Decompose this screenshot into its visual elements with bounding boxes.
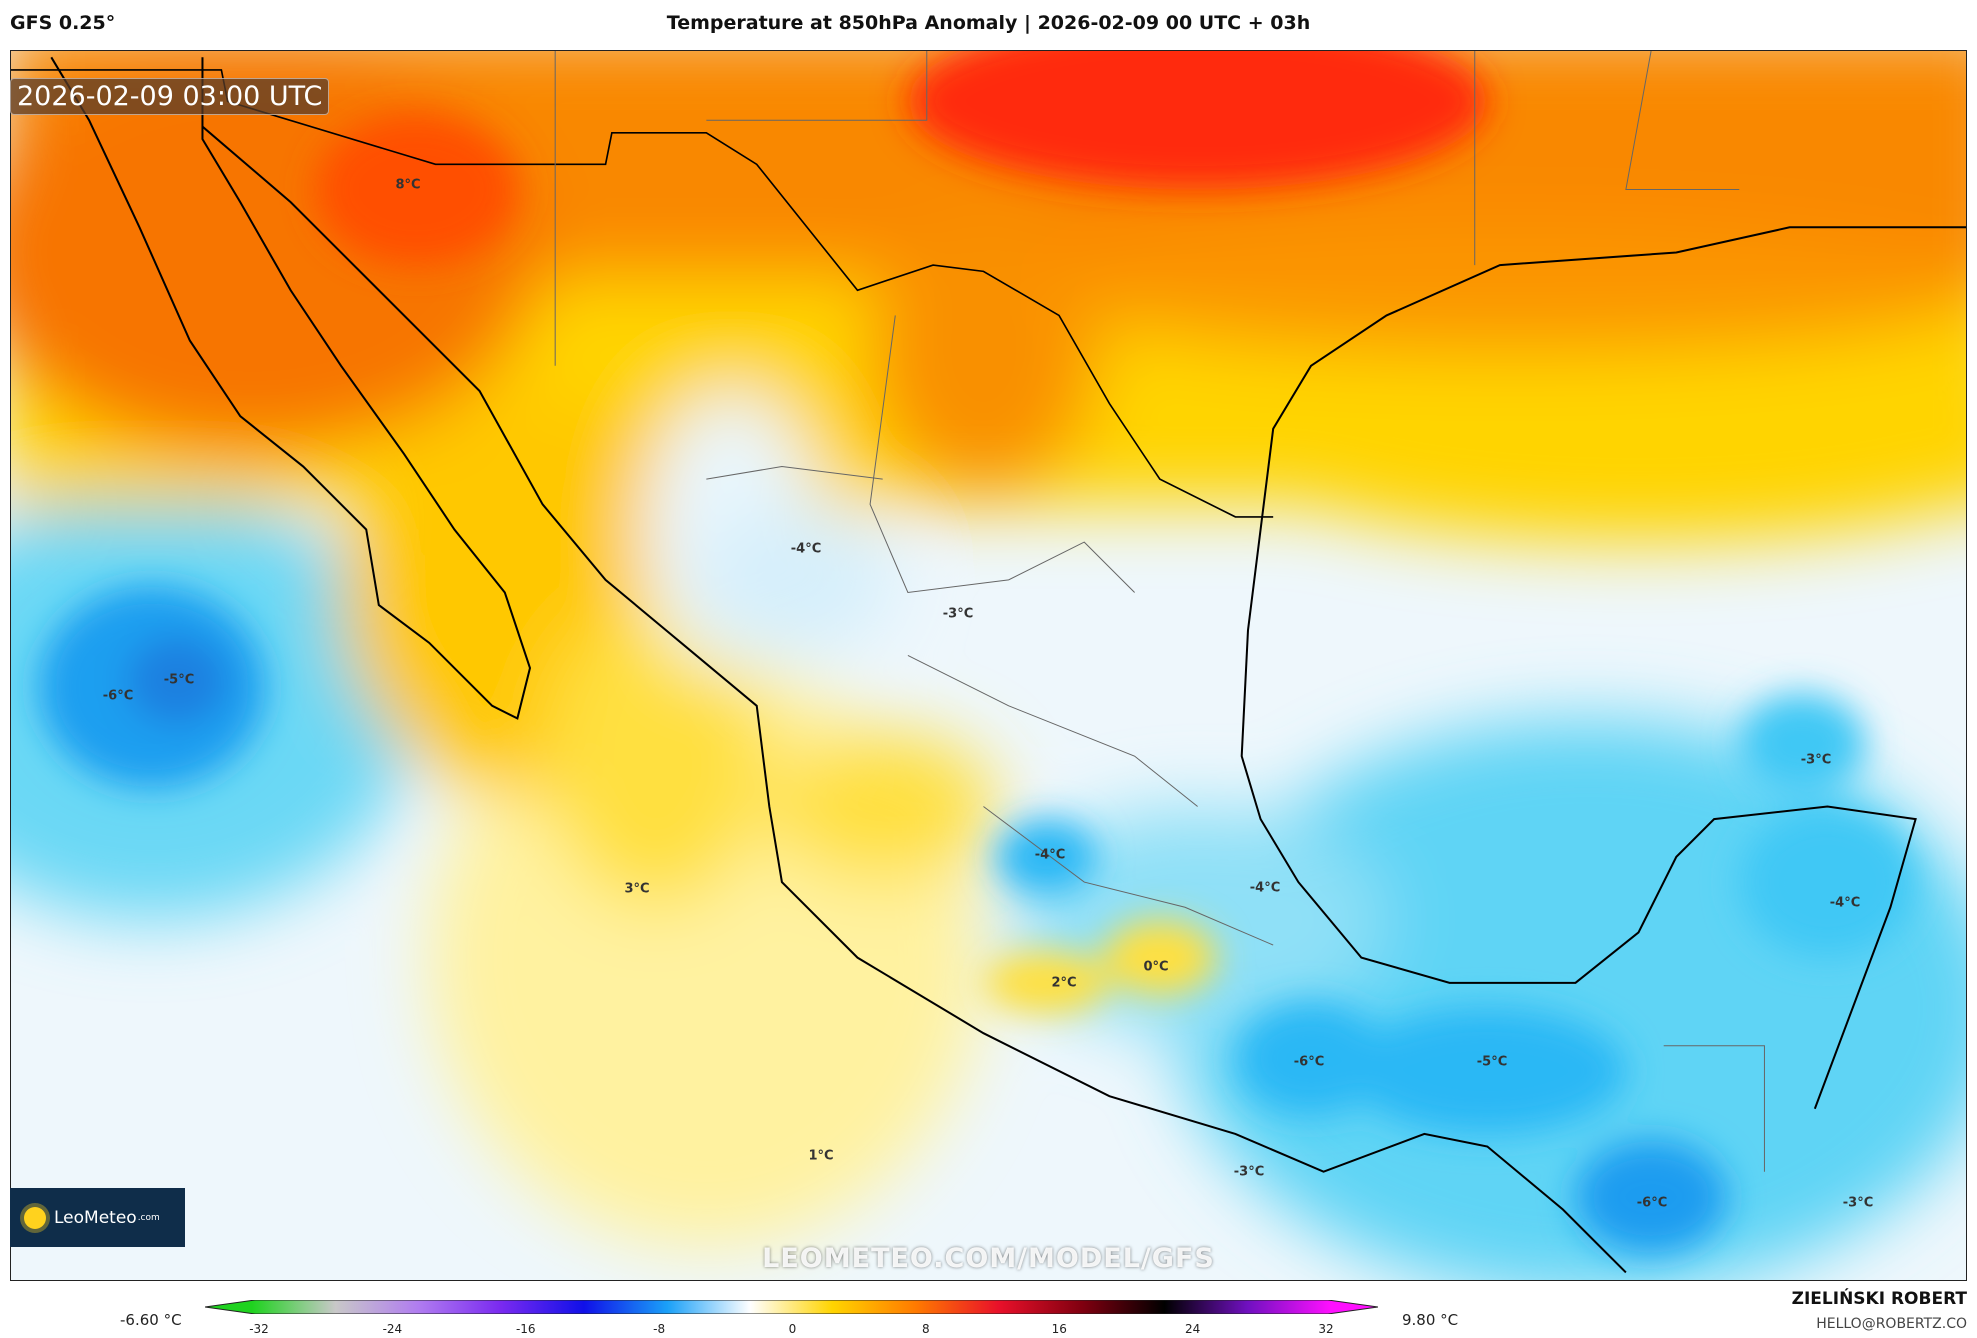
- author-email[interactable]: HELLO@ROBERTZ.CO: [1816, 1316, 1967, 1332]
- contour-label: -3°C: [1842, 1195, 1874, 1211]
- coastlines: [11, 56, 1966, 1274]
- legend-tick-label: -24: [382, 1322, 403, 1336]
- contour-label: 2°C: [1051, 975, 1077, 991]
- legend-tick-label: 0: [788, 1322, 797, 1336]
- model-name: GFS 0.25°: [10, 12, 116, 34]
- contour-label: -3°C: [1800, 752, 1832, 768]
- map-field: [11, 51, 1966, 1280]
- contour-label: -5°C: [163, 672, 195, 688]
- map-title: Temperature at 850hPa Anomaly | 2026-02-…: [666, 12, 1311, 34]
- legend-tick-label: -16: [515, 1322, 536, 1336]
- legend-tick-label: -8: [653, 1322, 666, 1336]
- legend-tick-label: 24: [1184, 1322, 1201, 1336]
- legend-tick-label: 32: [1318, 1322, 1334, 1336]
- legend-tick-label: -32: [249, 1322, 269, 1336]
- contour-label: 0°C: [1143, 959, 1169, 975]
- valid-time-badge: 2026-02-09 03:00 UTC: [10, 78, 330, 115]
- contour-label: -6°C: [102, 688, 134, 704]
- contour-label: 1°C: [808, 1148, 834, 1164]
- contour-label: -4°C: [1034, 847, 1066, 863]
- watermark: LEOMETEO.COM/MODEL/GFS: [762, 1243, 1215, 1274]
- legend-tick-label: 16: [1051, 1322, 1067, 1336]
- contour-label: -4°C: [1249, 880, 1281, 896]
- contour-label: -4°C: [1829, 895, 1861, 911]
- contour-label: -5°C: [1476, 1054, 1508, 1070]
- color-scale-bar: [205, 1300, 1378, 1314]
- sun-icon: [24, 1206, 46, 1229]
- contour-label: 8°C: [395, 177, 421, 193]
- contour-label: -3°C: [1233, 1164, 1265, 1180]
- legend-max-value: 9.80 °C: [1402, 1311, 1459, 1329]
- contour-label: -6°C: [1636, 1195, 1668, 1211]
- contour-label: -6°C: [1293, 1054, 1325, 1070]
- legend-min-value: -6.60 °C: [120, 1311, 182, 1329]
- color-scale: [205, 1300, 1378, 1314]
- logo-text: LeoMeteo: [54, 1207, 137, 1228]
- author-credit: ZIELIŃSKI ROBERT: [1791, 1289, 1967, 1309]
- leometeo-logo[interactable]: LeoMeteo .com: [10, 1188, 185, 1247]
- legend-tick-label: 8: [922, 1322, 930, 1336]
- contour-label: 3°C: [624, 881, 650, 897]
- contour-label: -3°C: [942, 606, 974, 622]
- weather-map[interactable]: 8°C -4°C -3°C -6°C -5°C 3°C 2°C 0°C 1°C …: [10, 50, 1967, 1281]
- logo-suffix: .com: [137, 1212, 160, 1223]
- contour-label: -4°C: [790, 541, 822, 557]
